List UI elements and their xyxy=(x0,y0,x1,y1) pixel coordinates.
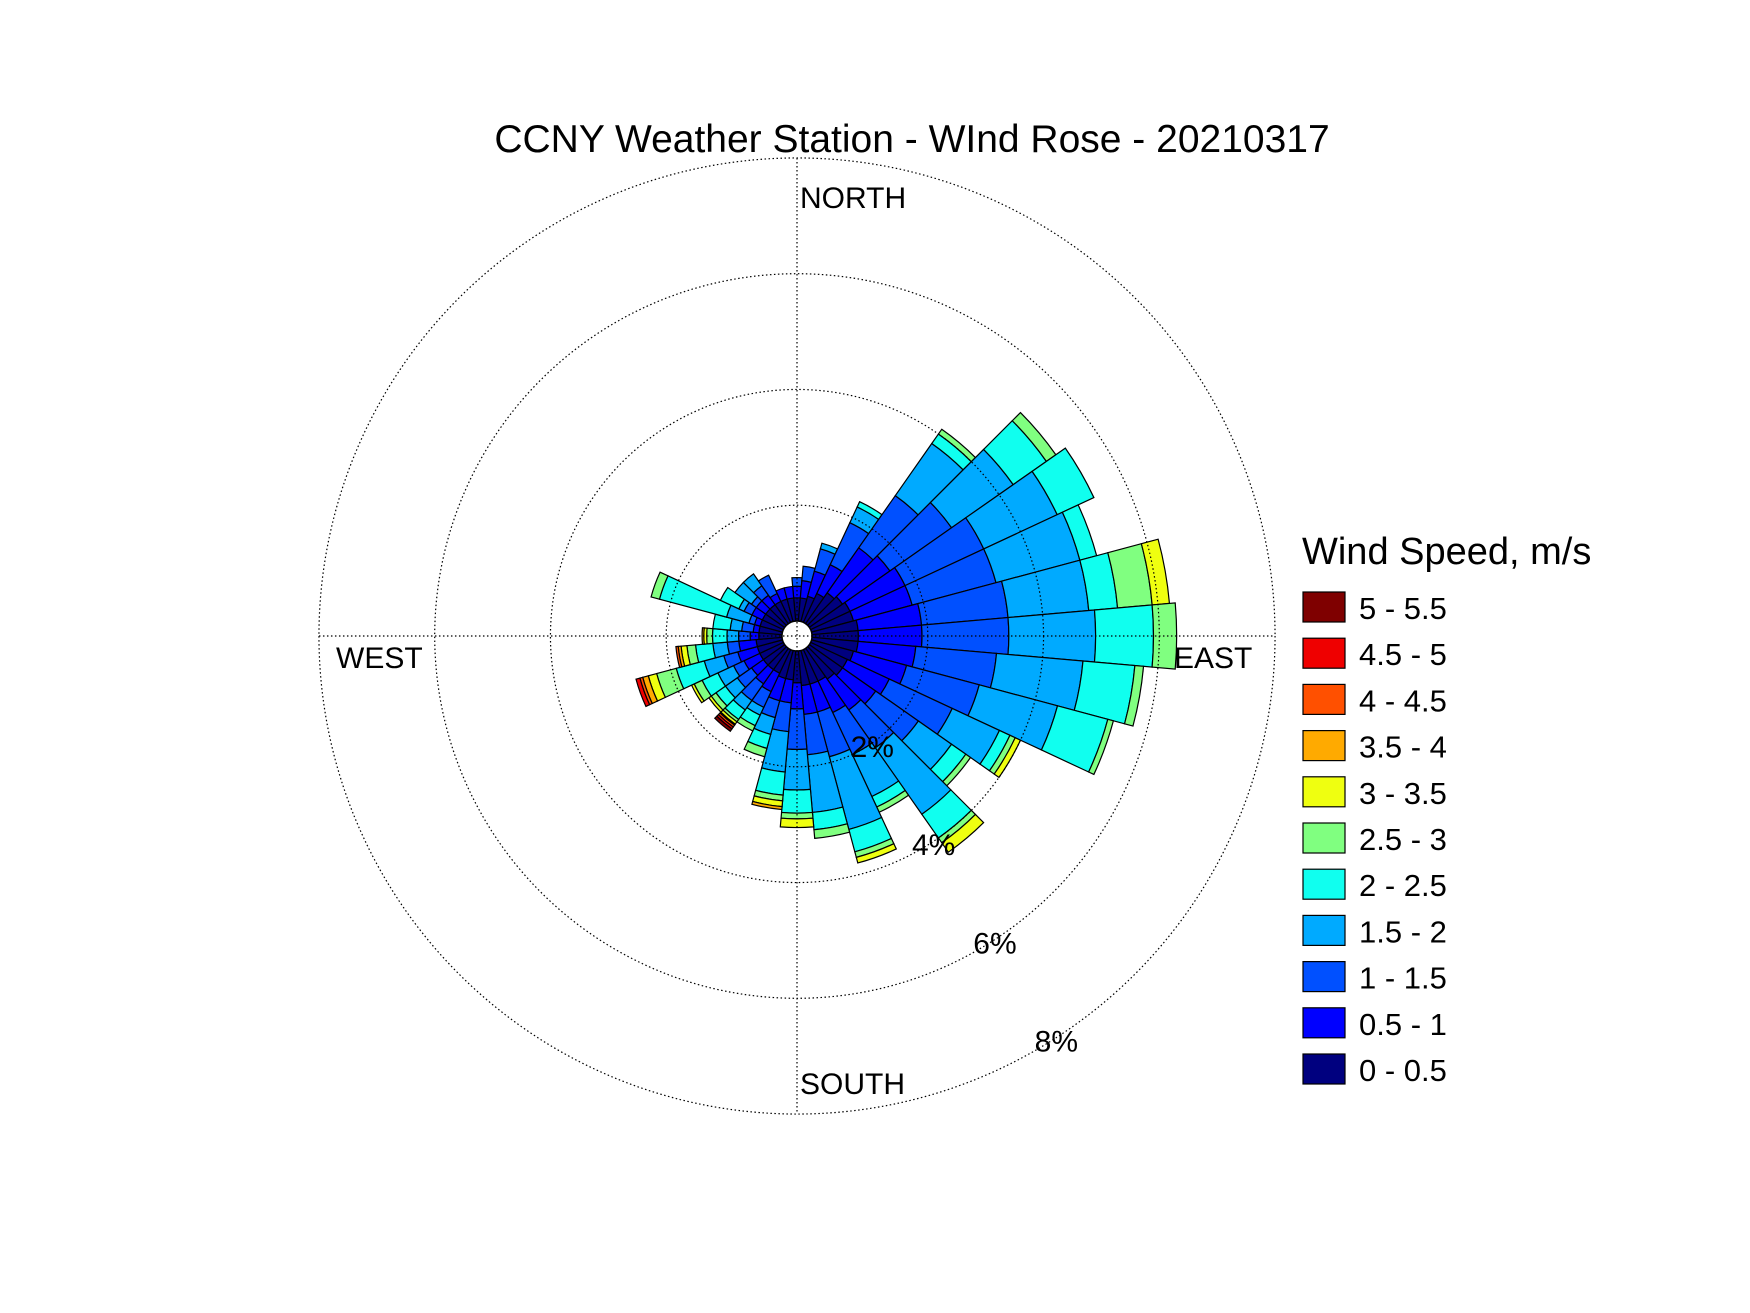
legend-swatch xyxy=(1302,637,1346,669)
legend-label: 1.5 - 2 xyxy=(1359,914,1447,949)
legend-swatch xyxy=(1302,1053,1346,1085)
chart-title: CCNY Weather Station - WInd Rose - 20210… xyxy=(494,118,1329,161)
rose-bin xyxy=(742,573,763,594)
radial-tick-label: 2% xyxy=(851,731,894,764)
rose-bin xyxy=(940,813,985,854)
legend-swatch xyxy=(1302,683,1346,716)
radial-tick-label: 8% xyxy=(1035,1025,1078,1058)
rose-bin xyxy=(726,629,740,643)
legend-label: 4 - 4.5 xyxy=(1359,683,1447,718)
legend-swatch xyxy=(1302,914,1346,947)
legend-title: Wind Speed, m/s xyxy=(1302,531,1591,573)
rose-bin xyxy=(780,811,814,820)
rose-bin xyxy=(1087,718,1115,776)
wind-rose-bins xyxy=(635,411,1178,864)
polar-grid xyxy=(318,157,1276,1115)
rose-bin xyxy=(658,575,732,618)
legend-label: 2 - 2.5 xyxy=(1359,868,1447,903)
legend-label: 0.5 - 1 xyxy=(1359,1007,1447,1042)
legend-swatch xyxy=(1302,591,1346,623)
rose-bin xyxy=(1123,664,1145,727)
east-label: EAST xyxy=(1174,642,1252,675)
legend-label: 2.5 - 3 xyxy=(1359,822,1447,857)
rose-bin xyxy=(719,586,746,610)
rose-bin xyxy=(813,823,851,840)
west-label: WEST xyxy=(336,642,423,675)
legend-label: 3 - 3.5 xyxy=(1359,776,1447,811)
radial-tick-label: 6% xyxy=(973,927,1016,960)
legend-swatch xyxy=(1302,960,1346,993)
north-label: NORTH xyxy=(800,182,906,215)
legend-label: 0 - 0.5 xyxy=(1359,1053,1447,1088)
rose-bin xyxy=(675,645,683,669)
legend-swatch xyxy=(1302,1007,1346,1039)
south-label: SOUTH xyxy=(800,1068,905,1101)
legend-label: 3.5 - 4 xyxy=(1359,730,1447,765)
legend-swatch xyxy=(1302,776,1346,808)
legend-swatch xyxy=(1302,729,1346,762)
rose-bin xyxy=(855,842,898,864)
legend-swatch xyxy=(1302,868,1346,900)
rose-bin xyxy=(780,788,814,814)
legend-swatch xyxy=(1302,822,1346,854)
rose-bin xyxy=(993,736,1022,779)
radial-tick-labels: 2% 4% 6% 8% xyxy=(851,731,1078,1058)
legend-label: 1 - 1.5 xyxy=(1359,961,1447,996)
rose-bin xyxy=(1031,447,1095,516)
speed-legend: Wind Speed, m/s 5 - 5.5 4.5 - 5 4 - 4.5 3.5… xyxy=(1302,531,1591,1088)
rose-bin xyxy=(650,571,669,600)
legend-label: 5 - 5.5 xyxy=(1359,591,1447,626)
rose-bin xyxy=(783,585,795,600)
rose-bin xyxy=(743,740,768,758)
radial-tick-label: 4% xyxy=(912,829,955,862)
rose-bin xyxy=(757,574,778,599)
rose-bin xyxy=(635,677,651,708)
rose-bin xyxy=(751,800,783,811)
rose-bin xyxy=(713,715,733,733)
legend-label: 4.5 - 5 xyxy=(1359,637,1447,672)
